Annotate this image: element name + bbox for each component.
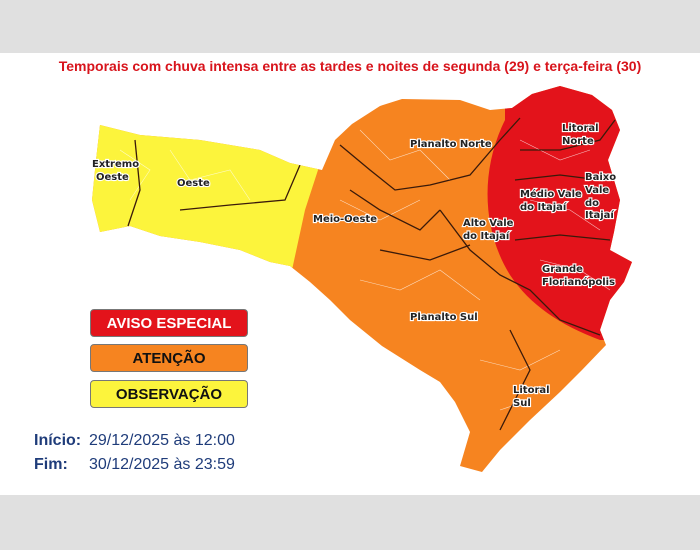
label-baixo-vale-2: Vale <box>585 185 609 196</box>
label-litoral-sul-1: Litoral <box>513 385 550 396</box>
legend-atencao: ATENÇÃO <box>90 344 248 372</box>
label-extremo-oeste-1: Extremo <box>92 159 139 170</box>
map-title: Temporais com chuva intensa entre as tar… <box>58 58 642 74</box>
label-grande-florianopolis-1: Grande <box>542 264 583 275</box>
region-borders <box>127 117 616 431</box>
label-baixo-vale-3: do <box>585 198 599 209</box>
label-litoral-norte-1: Litoral <box>562 123 599 134</box>
zone-observacao <box>92 86 330 300</box>
label-medio-vale-2: do Itajaí <box>520 201 567 213</box>
label-baixo-vale-1: Baixo <box>585 172 616 183</box>
label-planalto-norte: Planalto Norte <box>410 139 492 150</box>
start-label: Início: <box>34 432 82 449</box>
legend-observacao: OBSERVAÇÃO <box>90 380 248 408</box>
label-oeste: Oeste <box>177 178 210 189</box>
label-litoral-sul-2: Sul <box>513 398 531 409</box>
label-planalto-sul: Planalto Sul <box>410 312 478 323</box>
label-grande-florianopolis-2: Florianópolis <box>542 276 615 288</box>
label-medio-vale-1: Médio Vale <box>520 188 582 200</box>
start-date-row: Início: 29/12/2025 às 12:00 <box>34 432 235 450</box>
start-value: 29/12/2025 às 12:00 <box>89 432 235 449</box>
label-alto-vale-2: do Itajaí <box>463 230 510 242</box>
legend-aviso-especial: AVISO ESPECIAL <box>90 309 248 337</box>
municipality-borders <box>119 129 611 411</box>
region-labels: Extremo Oeste Oeste Meio-Oeste Planalto … <box>91 122 617 410</box>
zone-aviso-especial <box>487 86 632 340</box>
label-baixo-vale-4: Itajaí <box>585 209 614 221</box>
end-value: 30/12/2025 às 23:59 <box>89 456 235 473</box>
end-label: Fim: <box>34 456 68 473</box>
label-meio-oeste: Meio-Oeste <box>313 214 377 225</box>
end-date-row: Fim: 30/12/2025 às 23:59 <box>34 456 235 474</box>
label-extremo-oeste-2: Oeste <box>96 172 129 183</box>
label-litoral-norte-2: Norte <box>562 136 594 147</box>
label-alto-vale-1: Alto Vale <box>463 218 514 229</box>
